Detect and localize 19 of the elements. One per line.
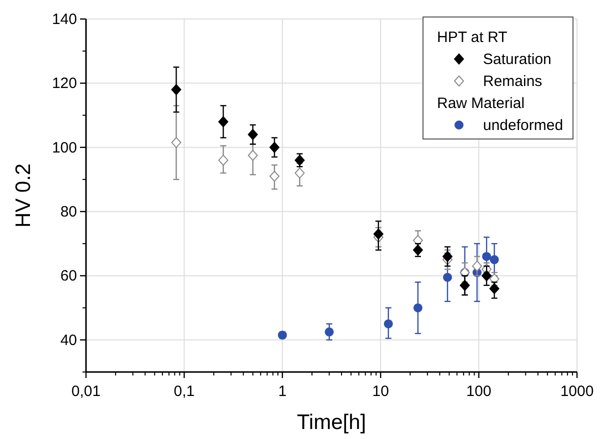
legend-label: Saturation (483, 51, 552, 68)
y-tick-label: 120 (52, 75, 77, 92)
y-tick-label: 60 (60, 268, 77, 285)
legend-label: Remains (483, 73, 542, 90)
annotation: HPT at RT (437, 29, 508, 46)
y-tick-label: 140 (52, 11, 77, 28)
x-tick-label: 1000 (560, 383, 594, 400)
legend-label: undeformed (483, 117, 564, 134)
y-tick-label: 40 (60, 332, 77, 349)
x-tick-label: 0,01 (71, 383, 101, 400)
x-tick-label: 0,1 (174, 383, 195, 400)
y-axis-title: HV 0.2 (12, 163, 35, 228)
x-tick-label: 1 (278, 383, 287, 400)
x-tick-label: 100 (466, 383, 492, 400)
x-tick-label: 10 (372, 383, 389, 400)
x-axis-title: Time[h] (296, 411, 366, 434)
annotation: Raw Material (437, 95, 525, 112)
y-tick-label: 80 (60, 204, 77, 221)
y-tick-label: 100 (52, 139, 77, 156)
